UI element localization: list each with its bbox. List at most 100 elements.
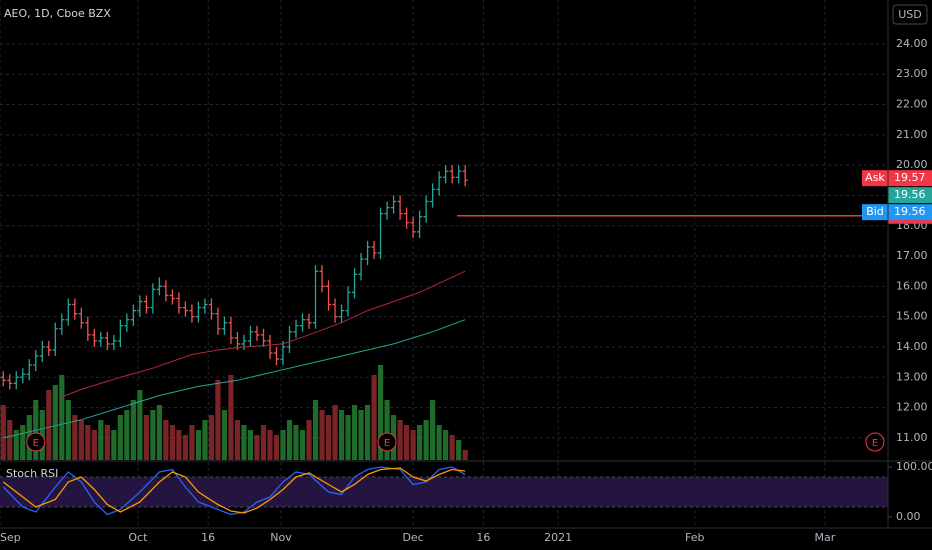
volume-bar	[351, 405, 358, 460]
volume-bar	[169, 425, 175, 460]
currency[interactable]: USD	[898, 8, 922, 21]
volume-bar	[325, 415, 332, 460]
volume-bar	[345, 415, 351, 460]
volume-bar	[117, 415, 123, 460]
volume-bar	[397, 420, 403, 460]
volume-bar	[417, 425, 423, 460]
volume-bar	[456, 440, 462, 460]
volume-bar	[20, 425, 26, 460]
volume-bar	[338, 410, 345, 460]
volume-bar	[13, 430, 19, 460]
volume-bar	[176, 430, 182, 460]
volume-bar	[104, 425, 110, 460]
quote-tag	[862, 204, 888, 221]
y-tick-label: 23.00	[896, 67, 928, 80]
y-tick-label: 13.00	[896, 370, 928, 383]
volume-bar	[189, 425, 195, 460]
y-tick-label: 16.00	[896, 279, 928, 292]
quote-box	[888, 170, 932, 187]
y-tick-label: 21.00	[896, 128, 928, 141]
y-tick-label: 15.00	[896, 310, 928, 323]
volume-bar	[436, 425, 442, 460]
earnings-marker	[377, 432, 397, 452]
volume-bar	[85, 425, 91, 460]
chart-title: AEO, 1D, Cboe BZX	[4, 7, 111, 20]
volume-bar	[430, 400, 436, 460]
volume-bar	[228, 375, 234, 460]
volume-bar	[182, 435, 189, 460]
volume-bar	[78, 420, 84, 460]
volume-bar	[91, 430, 97, 460]
volume-bar	[403, 425, 410, 460]
volume-bar	[371, 375, 377, 460]
volume-bar	[130, 400, 136, 460]
volume-bar	[319, 410, 325, 460]
quote-tag	[862, 170, 888, 187]
volume-bar	[111, 430, 117, 460]
y-tick-label: 22.00	[896, 98, 928, 111]
quote-value: 19.57	[894, 171, 926, 184]
y-tick-label: 24.00	[896, 37, 928, 50]
volume-bar	[72, 415, 78, 460]
volume-bar	[241, 425, 247, 460]
earnings-marker	[865, 432, 885, 452]
volume-bar	[52, 385, 58, 460]
x-tick-label: 2021	[544, 531, 572, 544]
volume-bar	[449, 435, 455, 460]
x-tick-label: Sep	[0, 531, 21, 544]
volume-bar	[280, 430, 286, 460]
x-tick-label: Mar	[815, 531, 836, 544]
volume-bar	[143, 415, 149, 460]
volume-bar	[299, 430, 306, 460]
earnings-label: E	[872, 438, 878, 449]
volume-bar	[137, 390, 143, 460]
x-tick-label: Feb	[685, 531, 704, 544]
volume-bar	[215, 380, 221, 460]
stoch-tick-label: 0.00	[896, 510, 921, 523]
volume-bar	[124, 410, 130, 460]
x-tick-label: Dec	[402, 531, 423, 544]
y-tick-label: 12.00	[896, 401, 928, 414]
volume-bar	[267, 430, 273, 460]
volume-bar	[423, 420, 429, 460]
volume-bar	[156, 405, 162, 460]
stoch-d	[2, 467, 466, 514]
volume-bar	[312, 400, 319, 460]
y-tick-label: 20.00	[896, 158, 928, 171]
volume-bar	[195, 430, 202, 460]
quote-box	[888, 204, 932, 221]
earnings-label: E	[33, 438, 39, 449]
volume-bar	[377, 365, 384, 460]
volume-bar	[410, 430, 416, 460]
volume-bar	[443, 430, 449, 460]
volume-bar	[39, 410, 45, 460]
volume-bar	[46, 390, 52, 460]
y-tick-label: 14.00	[896, 340, 928, 353]
volume-bar	[208, 415, 215, 460]
moving-average	[3, 319, 466, 439]
volume-bar	[202, 420, 208, 460]
quote-value: 19.56	[894, 205, 926, 218]
volume-bar	[7, 420, 13, 460]
volume-bar	[0, 405, 6, 460]
x-tick-label: Nov	[270, 531, 292, 544]
stoch-title: Stoch RSI	[6, 467, 58, 480]
volume-bar	[364, 405, 371, 460]
volume-bar	[306, 420, 312, 460]
x-tick-label: 16	[201, 531, 215, 544]
volume-bar	[358, 410, 364, 460]
currency-box[interactable]	[892, 4, 928, 25]
volume-bar	[332, 405, 338, 460]
volume-bar	[234, 420, 241, 460]
volume-bar	[247, 430, 254, 460]
y-tick-label: 11.00	[896, 431, 928, 444]
volume-bar	[462, 450, 468, 460]
earnings-marker	[26, 432, 46, 452]
volume-bar	[286, 420, 293, 460]
volume-bar	[59, 375, 65, 460]
volume-bar	[384, 400, 390, 460]
volume-bar	[254, 435, 260, 460]
